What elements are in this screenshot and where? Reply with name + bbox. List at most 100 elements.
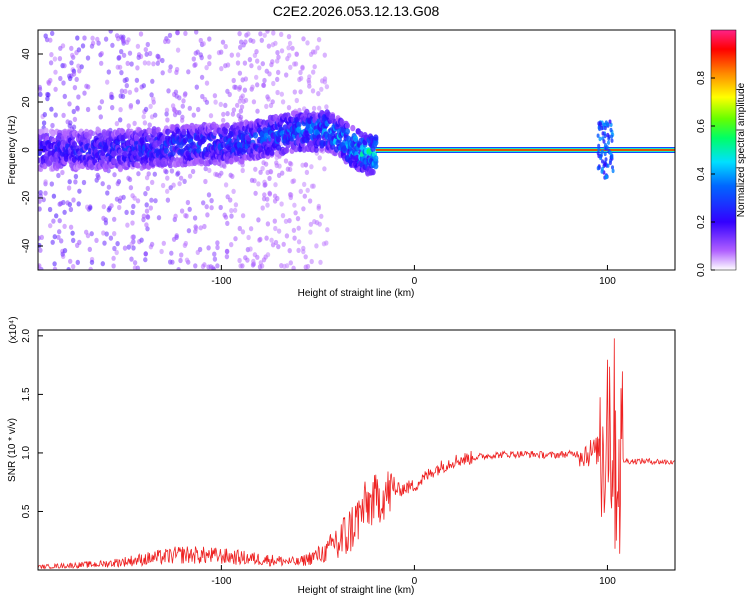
spectrogram-noise-cell <box>77 239 82 245</box>
spectrogram-noise-cell <box>297 76 302 83</box>
spectrogram-noise-cell <box>123 88 128 94</box>
spectrogram-noise-cell <box>176 267 181 270</box>
spectrogram-noise-cell <box>165 175 170 181</box>
spectrogram-disturbance-cell <box>601 159 604 164</box>
spectrogram-band-cell <box>352 135 359 142</box>
colorbar: 0.0 0.2 0.4 0.6 0.8 Normalized spectral ampl… <box>696 29 747 277</box>
spectrogram-noise-cell <box>67 179 72 185</box>
spectrogram-band-cell <box>165 128 171 135</box>
spectrogram-noise-cell <box>207 61 212 67</box>
spectrogram-band-cell <box>373 139 379 146</box>
spectrogram-noise-cell <box>243 97 249 103</box>
spectrogram-noise-cell <box>229 52 234 58</box>
spectrogram-noise-cell <box>193 228 198 234</box>
spectrogram-noise-cell <box>159 248 164 255</box>
spectrogram-noise-cell <box>173 89 179 95</box>
spectrogram-noise-cell <box>112 216 117 222</box>
spectrogram-noise-cell <box>135 43 141 49</box>
spectrogram-noise-cell <box>254 49 259 55</box>
spectrogram-noise-cell <box>279 91 284 97</box>
spectrogram-noise-cell <box>320 78 325 84</box>
spectrogram-noise-cell <box>322 52 327 58</box>
spectrogram-noise-cell <box>160 182 166 189</box>
spectrogram-noise-cell <box>145 226 150 232</box>
spectrogram-disturbance-cell <box>609 127 613 133</box>
spectrogram-noise-cell <box>269 62 274 68</box>
spectrogram-noise-cell <box>67 123 73 129</box>
spectrogram-noise-cell <box>72 116 78 122</box>
spectrogram-noise-cell <box>254 74 259 80</box>
spectrogram-noise-cell <box>187 105 192 111</box>
spectrogram-noise-cell <box>122 245 128 251</box>
spectrogram-noise-cell <box>223 43 228 50</box>
spectrogram-band-cell <box>373 134 379 141</box>
spectrogram-noise-cell <box>223 182 229 188</box>
spectrogram-noise-cell <box>180 103 185 109</box>
spectrogram-noise-cell <box>130 209 135 216</box>
spectrogram-noise-cell <box>276 69 281 75</box>
spectrogram-noise-cell <box>67 101 72 107</box>
spectrogram-noise-cell <box>237 84 243 90</box>
spectrogram-noise-cell <box>136 54 141 61</box>
spectrogram-noise-cell <box>125 222 130 228</box>
spectrogram-noise-cell <box>62 223 67 229</box>
spectrogram-noise-cell <box>314 220 320 226</box>
spectrogram-noise-cell <box>114 249 119 256</box>
spectrogram-noise-cell <box>49 106 54 112</box>
spectrogram-noise-cell <box>85 106 91 113</box>
spectrogram-noise-cell <box>267 175 272 181</box>
spectrogram-noise-cell <box>145 214 150 220</box>
spectrogram-disturbance-cell <box>604 157 608 162</box>
spectrogram-band-cell <box>167 161 173 169</box>
spectrogram-band-cell <box>296 121 302 128</box>
spectrogram-noise-cell <box>165 117 170 123</box>
spectrogram-noise-cell <box>38 198 42 204</box>
spectrogram-noise-cell <box>57 218 62 224</box>
spectrogram-noise-cell <box>275 58 280 64</box>
spectrogram-disturbance-cell <box>606 163 610 168</box>
spectrogram-noise-cell <box>117 204 122 211</box>
spectrogram-band-cell <box>89 163 95 171</box>
spectrogram-noise-cell <box>68 258 73 264</box>
spectrogram-noise-cell <box>135 65 140 71</box>
spectrogram-noise-cell <box>99 51 104 57</box>
spectrogram-noise-cell <box>317 105 322 111</box>
spectrogram-noise-cell <box>199 74 205 80</box>
spectrogram-noise-cell <box>138 31 144 37</box>
spectrogram-disturbance-cell <box>608 119 612 124</box>
spectrogram-noise-cell <box>94 237 99 243</box>
snr-series-line <box>38 338 675 570</box>
spectrogram-noise-cell <box>132 260 138 266</box>
spectrogram-noise-cell <box>144 202 149 208</box>
spectrogram-noise-cell <box>204 204 209 210</box>
spectrogram-noise-cell <box>187 173 193 179</box>
spectrogram-noise-cell <box>142 120 148 126</box>
spectrogram-noise-cell <box>85 233 91 239</box>
spectrogram-noise-cell <box>230 111 236 117</box>
spectrogram-noise-cell <box>233 202 239 208</box>
spectrogram-panel: -100 0 100 -40 -20 0 20 40 Height of straight … <box>7 29 676 299</box>
spectrogram-noise-cell <box>227 91 232 98</box>
spectrogram-noise-cell <box>317 155 322 161</box>
spectrogram-noise-cell <box>296 225 301 231</box>
spectrogram-noise-cell <box>129 61 134 67</box>
spectrogram-y-tick-label: 40 <box>21 48 32 60</box>
spectrogram-noise-cell <box>219 170 224 176</box>
spectrogram-noise-cell <box>305 263 311 270</box>
spectrogram-noise-cell <box>149 197 154 203</box>
spectrogram-noise-cell <box>132 120 137 126</box>
spectrogram-noise-cell <box>221 117 226 123</box>
spectrogram-noise-cell <box>255 58 260 64</box>
spectrogram-noise-cell <box>215 263 220 269</box>
spectrogram-noise-cell <box>53 86 58 92</box>
spectrogram-noise-cell <box>135 99 141 105</box>
spectrogram-noise-cell <box>131 245 136 251</box>
spectrogram-noise-cell <box>235 52 241 58</box>
spectrogram-noise-cell <box>50 239 55 245</box>
spectrogram-noise-cell <box>87 246 93 252</box>
spectrogram-noise-cell <box>127 89 133 95</box>
spectrogram-noise-cell <box>60 169 65 176</box>
spectrogram-noise-cell <box>58 75 63 82</box>
spectrogram-noise-cell <box>105 79 110 85</box>
spectrogram-noise-cell <box>71 264 76 270</box>
